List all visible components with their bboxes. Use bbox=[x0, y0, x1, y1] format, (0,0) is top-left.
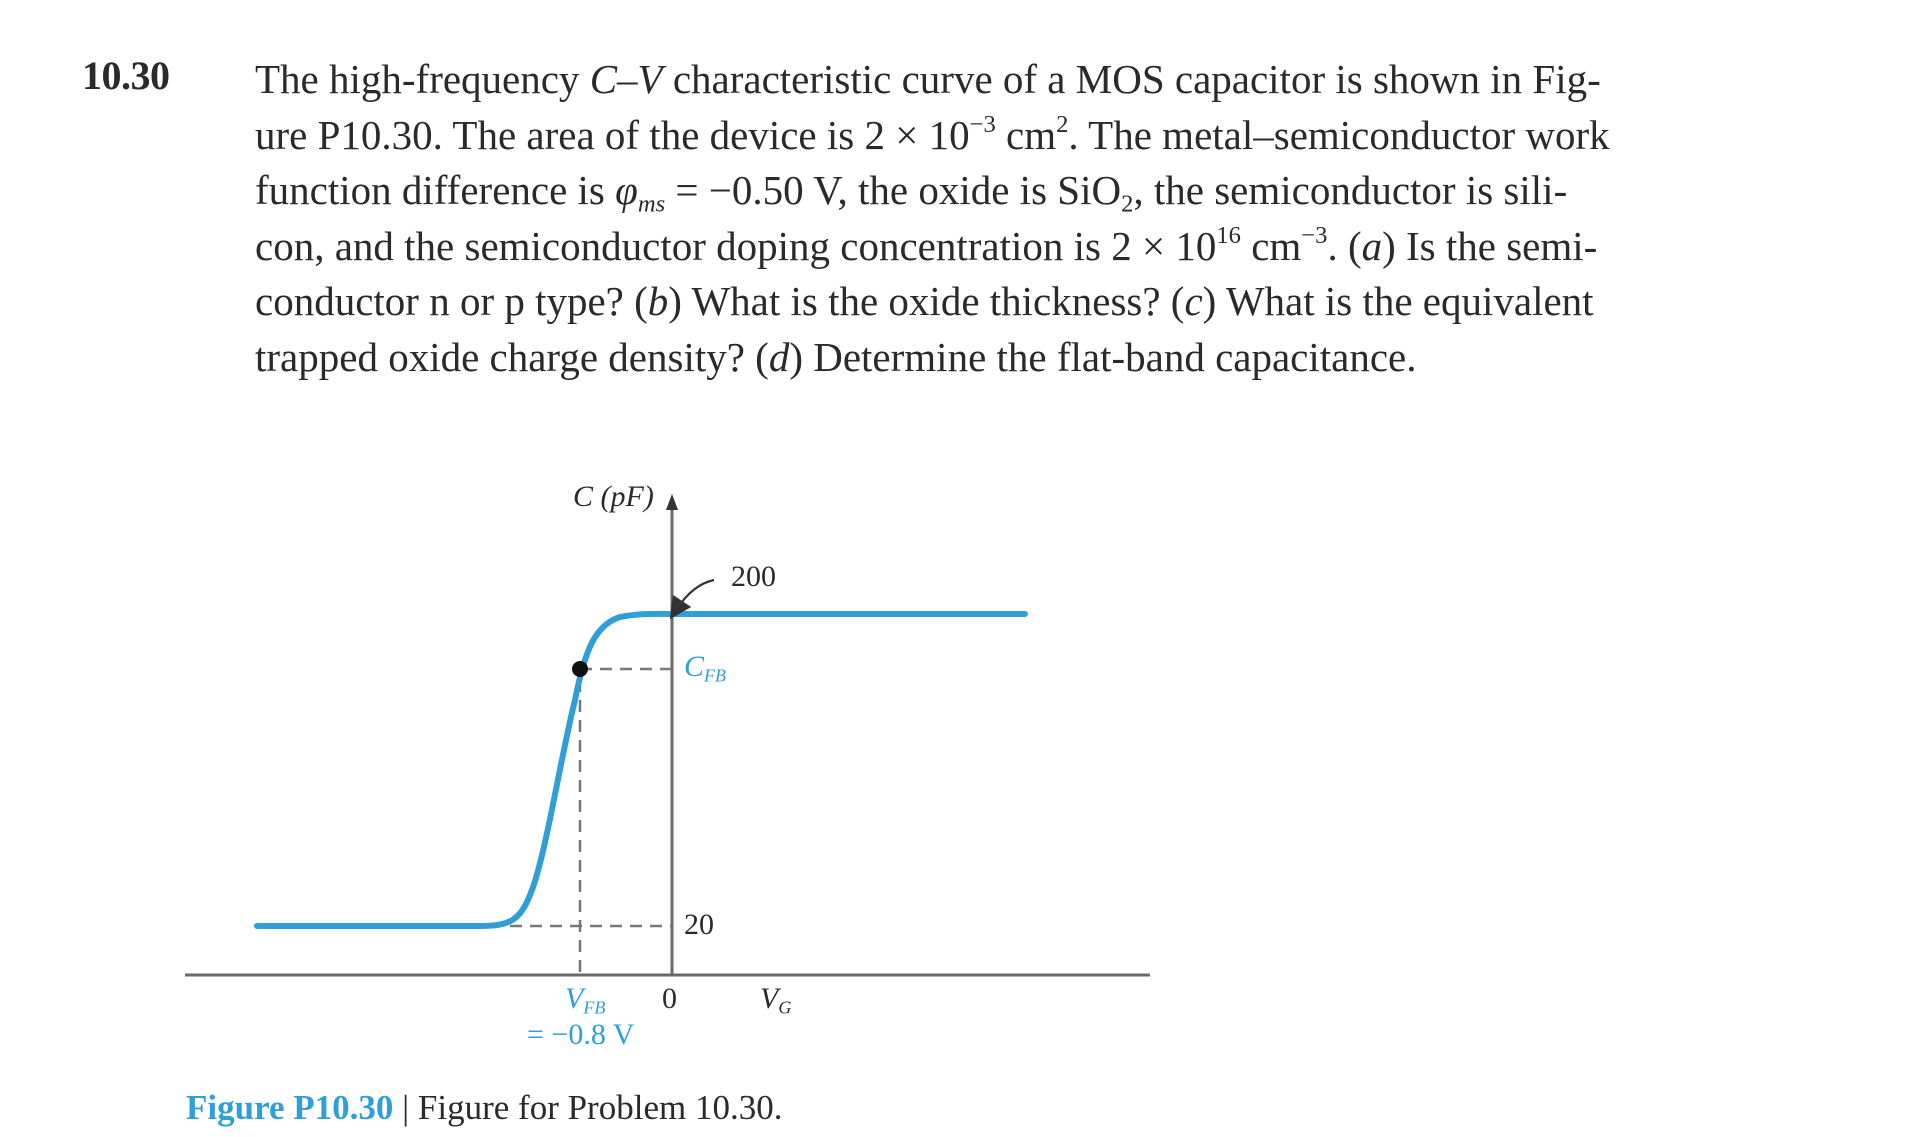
vfb-label-sub: FB bbox=[583, 997, 606, 1018]
vfb-value: = −0.8 V bbox=[527, 1018, 635, 1051]
annotation-arrow-icon bbox=[669, 578, 715, 620]
caption-separator: | bbox=[393, 1088, 418, 1127]
caption-figure-id: Figure P10.30 bbox=[186, 1088, 394, 1127]
problem-statement: The high-frequency C–V characteristic cu… bbox=[255, 52, 1795, 385]
y-axis-label: C (pF) bbox=[573, 480, 654, 514]
y-axis-arrow-icon bbox=[666, 494, 678, 510]
origin-label: 0 bbox=[662, 982, 677, 1015]
caption-text: Figure for Problem 10.30. bbox=[417, 1088, 783, 1127]
problem-line: The high-frequency C–V characteristic cu… bbox=[255, 56, 1601, 102]
cfb-label-main: C bbox=[684, 650, 705, 683]
problem-line: ure P10.30. The area of the device is 2 … bbox=[255, 110, 1610, 158]
problem-line: trapped oxide charge density? (d) Determ… bbox=[255, 333, 1417, 380]
cmin-label: 20 bbox=[684, 908, 714, 941]
vfb-label: VFB bbox=[565, 982, 605, 1016]
cmax-label: 200 bbox=[731, 560, 776, 593]
y-axis-label-text: C (pF) bbox=[573, 480, 654, 513]
problem-line: function difference is φms = −0.50 V, th… bbox=[255, 167, 1568, 218]
x-axis-label-main: V bbox=[760, 982, 779, 1015]
x-axis-label: VG bbox=[760, 982, 791, 1016]
flat-band-point bbox=[572, 661, 588, 677]
cfb-label: CFB bbox=[684, 650, 726, 684]
problem-line: conductor n or p type? (b) What is the o… bbox=[255, 278, 1594, 324]
vfb-label-main: V bbox=[565, 982, 584, 1015]
figure-caption: Figure P10.30 | Figure for Problem 10.30… bbox=[186, 1088, 782, 1128]
cv-curve bbox=[254, 610, 1028, 929]
problem-line: con, and the semiconductor doping concen… bbox=[255, 221, 1598, 269]
cfb-label-sub: FB bbox=[704, 665, 727, 686]
problem-number: 10.30 bbox=[82, 53, 170, 98]
x-axis-label-sub: G bbox=[778, 997, 792, 1018]
